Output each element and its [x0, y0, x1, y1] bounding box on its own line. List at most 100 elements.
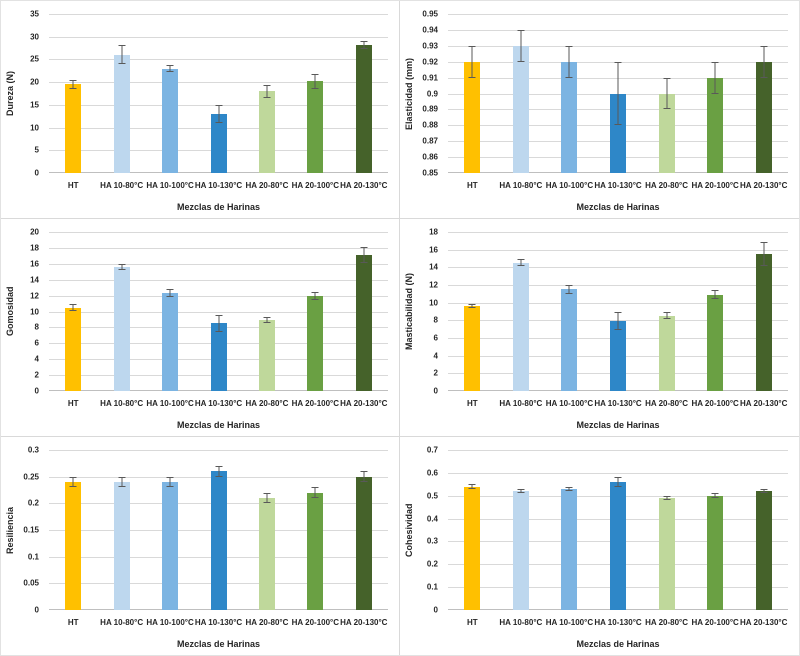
y-tick-label: 0.89: [422, 104, 438, 114]
bar-ht: [464, 61, 481, 173]
y-tick-label: 5: [34, 145, 39, 155]
y-tick-label: 25: [30, 54, 39, 64]
error-bar-cap-bottom: [360, 481, 368, 482]
chart-gomosidad: Gomosidad 0 2 4 6 8 10 12 14 16 18 20 HT HA 10-80°C HA…: [1, 219, 400, 437]
y-tick-labels: 0.85 0.86 0.87 0.88 0.89 0.9 0.91 0.92 0.93 0.94 0…: [400, 10, 444, 178]
x-tick-label-ht: HT: [466, 181, 478, 190]
gridline: [448, 45, 788, 47]
error-bar: [662, 312, 671, 320]
error-bar: [516, 259, 525, 267]
y-tick-label: 0.1: [27, 552, 39, 562]
error-bar-cap-top: [711, 61, 719, 63]
error-bar-cap-bottom: [118, 63, 126, 65]
error-bar: [262, 492, 271, 504]
error-bar: [759, 488, 768, 494]
bar-ha-10-80-c: [512, 491, 529, 610]
error-bar-cap-bottom: [760, 265, 768, 267]
x-tick-label-ha-10-130-c: HA 10-130°C: [194, 618, 243, 627]
y-tick-label: 10: [30, 307, 39, 316]
y-tick-label: 0.2: [426, 559, 438, 569]
error-bar-cap-top: [215, 314, 222, 316]
x-tick-label-ha-20-100-c: HA 20-100°C: [691, 399, 739, 408]
x-axis-title: Mezclas de Harinas: [176, 420, 261, 430]
bar-ha-10-80-c: [512, 45, 529, 173]
error-bar-cap-top: [614, 61, 622, 63]
y-tick-label: 8: [34, 322, 39, 332]
bar-ha-10-100-c: [561, 61, 578, 173]
error-bar-cap-top: [711, 493, 719, 495]
x-tick-label-ha-20-100-c: HA 20-100°C: [291, 399, 340, 408]
error-bar-cap-bottom: [360, 262, 368, 264]
y-tick-labels: 0 5 10 15 20 25 30 35: [1, 10, 45, 178]
error-bar-line: [72, 476, 74, 488]
error-bar-cap-top: [311, 73, 319, 75]
gridline: [448, 285, 788, 287]
bar-ha-10-100-c: [162, 68, 179, 173]
bar-ha-10-100-c: [162, 482, 179, 610]
error-bar: [166, 476, 175, 488]
error-bar: [359, 40, 368, 49]
error-bar-line: [520, 29, 522, 62]
error-bar: [117, 476, 126, 488]
y-tick-label: 0.91: [422, 73, 438, 83]
error-bar-cap-bottom: [468, 306, 476, 308]
y-tick-label: 0: [433, 386, 438, 396]
error-bar-cap-bottom: [468, 487, 476, 489]
error-bar-cap-bottom: [614, 485, 622, 487]
error-bar-line: [471, 304, 473, 308]
plot-area: [448, 450, 788, 610]
error-bar-cap-top: [517, 259, 525, 261]
error-bar: [711, 493, 720, 498]
error-bar-cap-top: [614, 312, 622, 314]
error-bar-line: [363, 471, 365, 482]
bar-ha-10-130-c: [210, 323, 227, 391]
error-bar: [468, 304, 477, 308]
error-bar-cap-top: [760, 488, 768, 490]
bar-ha-20-80-c: [658, 315, 675, 391]
error-bar-cap-top: [311, 487, 319, 489]
gridline: [448, 450, 788, 451]
error-bar: [69, 476, 78, 488]
gridline: [49, 82, 388, 84]
bar-ha-10-100-c: [162, 293, 179, 391]
error-bar-cap-top: [118, 45, 126, 47]
error-bar-cap-top: [760, 241, 768, 243]
bar-ha-10-130-c: [210, 113, 227, 173]
y-tick-label: 30: [30, 32, 39, 42]
x-tick-label-ha-10-130-c: HA 10-130°C: [594, 399, 642, 408]
x-tick-label-ht: HT: [466, 399, 478, 408]
y-tick-label: 0.15: [23, 525, 39, 535]
y-tick-label: 6: [34, 338, 39, 348]
error-bar: [359, 247, 368, 264]
gridline: [49, 247, 388, 249]
y-tick-label: 2: [34, 370, 39, 380]
error-bar-cap-bottom: [711, 298, 719, 300]
chart-dureza-n: Dureza (N) 0 5 10 15 20 25 30 35 HT HA 10-80°C HA 1…: [1, 1, 400, 219]
error-bar-cap-bottom: [311, 298, 319, 300]
y-tick-label: 10: [429, 298, 438, 308]
y-tick-labels: 0 2 4 6 8 10 12 14 16 18 20: [1, 228, 45, 396]
error-bar-cap-top: [468, 484, 476, 486]
error-bar-cap-top: [468, 304, 476, 306]
error-bar-cap-bottom: [565, 292, 573, 294]
error-bar-line: [617, 477, 619, 487]
y-tick-labels: 0 2 4 6 8 10 12 14 16 18: [400, 228, 444, 396]
error-bar-line: [121, 45, 123, 65]
error-bar-cap-bottom: [69, 309, 77, 311]
error-bar: [711, 290, 720, 300]
error-bar-cap-bottom: [263, 502, 271, 504]
x-tick-label-ha-10-130-c: HA 10-130°C: [594, 618, 642, 627]
gridline: [448, 249, 788, 251]
x-tick-label-ha-20-80-c: HA 20-80°C: [245, 618, 289, 627]
x-tick-label-ha-20-80-c: HA 20-80°C: [645, 181, 689, 190]
gridline: [49, 36, 388, 38]
error-bar: [614, 312, 623, 331]
y-tick-label: 0.9: [426, 89, 438, 98]
bar-ha-20-130-c: [755, 254, 772, 391]
error-bar-cap-top: [69, 80, 77, 82]
gridline: [49, 311, 388, 313]
y-tick-label: 0.6: [426, 468, 438, 478]
y-tick-label: 18: [429, 227, 438, 237]
error-bar: [516, 29, 525, 62]
error-bar: [565, 45, 574, 78]
